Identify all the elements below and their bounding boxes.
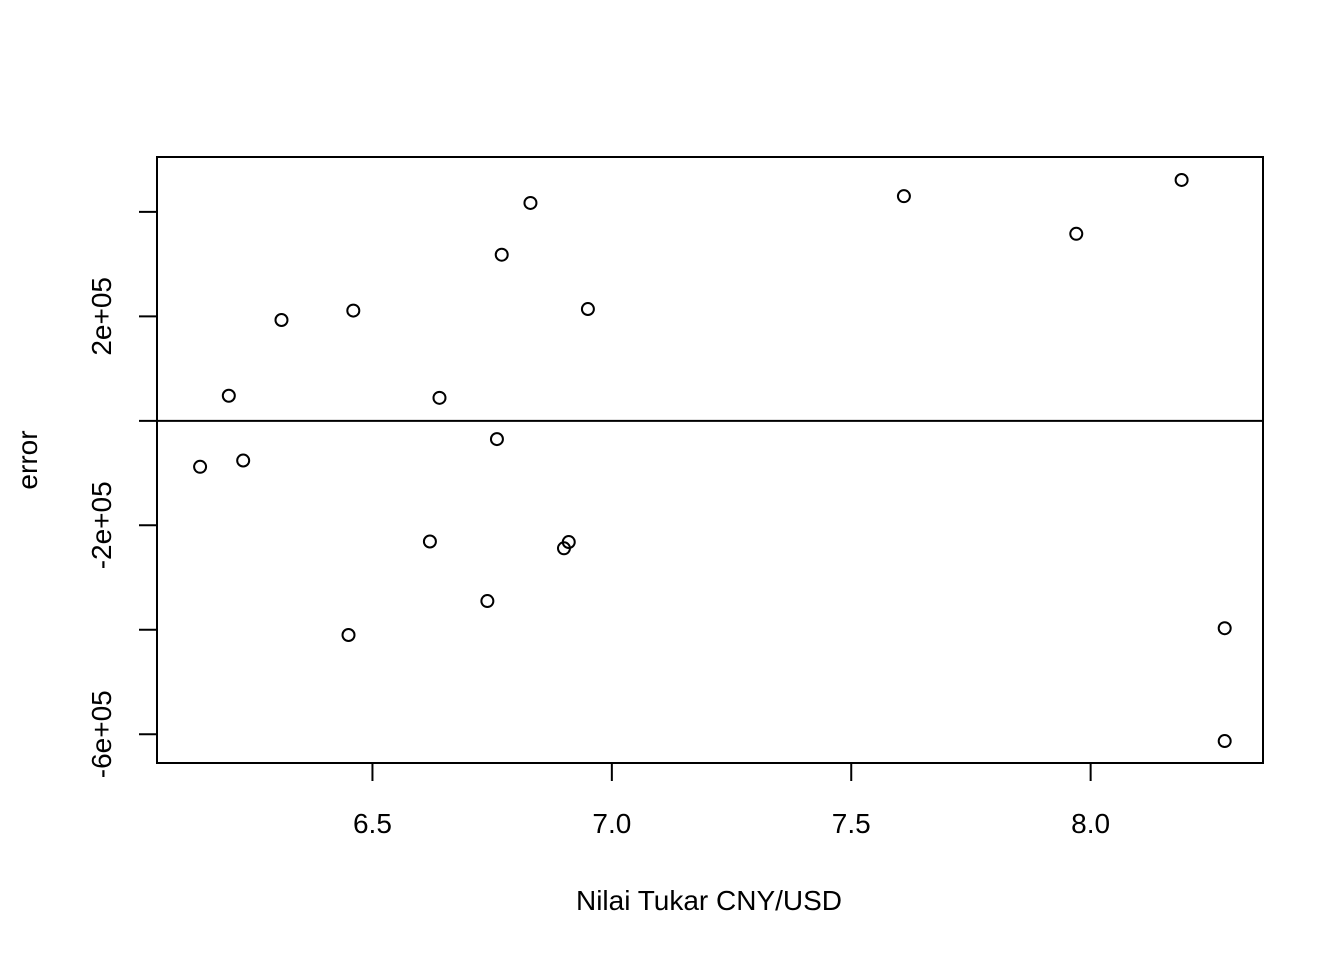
y-tick-label: 2e+05 bbox=[86, 277, 117, 356]
data-point bbox=[1217, 621, 1232, 636]
data-point bbox=[494, 247, 509, 262]
data-point bbox=[896, 189, 911, 204]
data-point bbox=[489, 432, 504, 447]
data-point bbox=[236, 453, 251, 468]
data-point bbox=[274, 312, 289, 327]
data-point bbox=[1174, 172, 1189, 187]
data-point bbox=[422, 534, 437, 549]
data-points bbox=[193, 172, 1232, 749]
data-point bbox=[480, 594, 495, 609]
x-axis-title: Nilai Tukar CNY/USD bbox=[576, 885, 842, 916]
data-point bbox=[561, 535, 576, 550]
data-point bbox=[432, 390, 447, 405]
data-point bbox=[523, 195, 538, 210]
data-point bbox=[221, 388, 236, 403]
y-axis-title: error bbox=[12, 430, 43, 489]
data-point bbox=[341, 628, 356, 643]
x-tick-label: 7.5 bbox=[832, 808, 871, 839]
plot-frame bbox=[156, 156, 1264, 764]
y-tick-label: -6e+05 bbox=[86, 690, 117, 778]
data-point bbox=[1069, 226, 1084, 241]
x-tick-label: 8.0 bbox=[1071, 808, 1110, 839]
data-point bbox=[580, 302, 595, 317]
data-point bbox=[346, 303, 361, 318]
x-axis: 6.5 7.0 7.5 8.0 bbox=[353, 762, 1110, 839]
x-tick-label: 6.5 bbox=[353, 808, 392, 839]
data-point bbox=[193, 459, 208, 474]
y-tick-label: -2e+05 bbox=[86, 481, 117, 569]
data-point bbox=[1217, 734, 1232, 749]
plot-frame-box bbox=[156, 156, 1264, 764]
x-tick-label: 7.0 bbox=[592, 808, 631, 839]
y-axis: -6e+05 -2e+05 2e+05 bbox=[86, 210, 158, 778]
